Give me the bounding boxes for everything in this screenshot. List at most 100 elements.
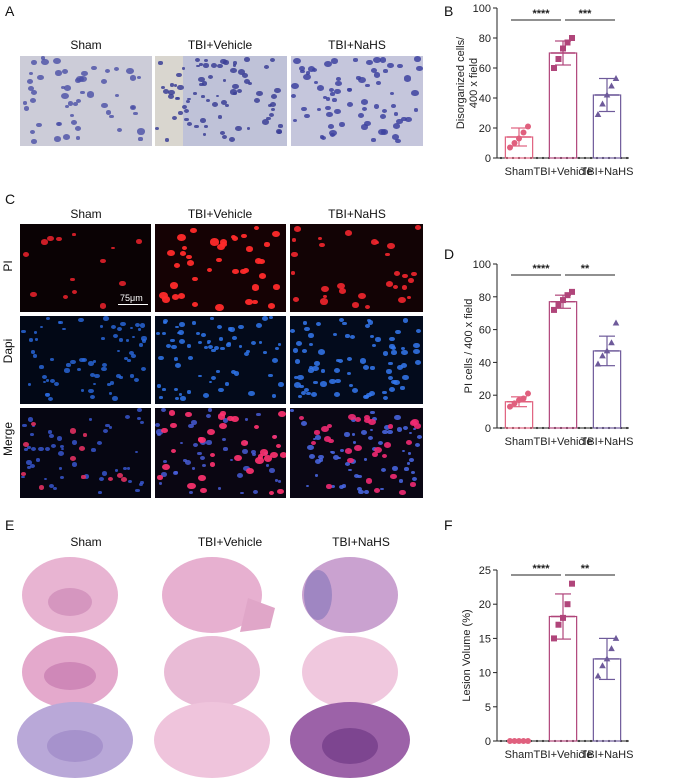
cell-dot xyxy=(326,484,332,489)
cell-dot xyxy=(292,348,299,353)
cell-dot xyxy=(387,242,395,249)
cell-dot xyxy=(40,239,48,245)
cell-dot xyxy=(113,67,119,72)
cell-dot xyxy=(105,423,110,427)
cell-dot xyxy=(290,409,294,413)
baseline-dot xyxy=(535,156,539,160)
cell-dot xyxy=(71,289,77,294)
cell-dot xyxy=(362,107,368,112)
cell-dot xyxy=(333,88,342,95)
cell-dot xyxy=(101,362,108,368)
cell-dot xyxy=(229,458,233,461)
cell-dot xyxy=(338,484,344,489)
cell-dot xyxy=(116,128,122,133)
cell-dot xyxy=(258,341,262,344)
brain-slice-vehicle-3 xyxy=(154,702,270,778)
data-point xyxy=(594,111,602,117)
cell-dot xyxy=(49,379,55,384)
data-point xyxy=(511,400,518,407)
cell-dot xyxy=(159,292,168,300)
cell-dot xyxy=(227,416,234,422)
panel-letter-f: F xyxy=(444,517,453,533)
cell-dot xyxy=(238,345,243,348)
cell-dot xyxy=(79,75,87,82)
cell-dot xyxy=(196,331,201,335)
cell-dot xyxy=(177,234,187,242)
cell-dot xyxy=(108,391,113,395)
baseline-dot xyxy=(583,739,587,743)
cell-dot xyxy=(210,375,217,381)
cell-dot xyxy=(401,362,408,368)
data-point xyxy=(520,129,527,136)
cell-dot xyxy=(410,482,416,487)
cell-dot xyxy=(138,343,143,347)
cell-dot xyxy=(233,371,239,376)
cell-dot xyxy=(136,239,142,244)
panel-letter-c: C xyxy=(5,191,16,207)
cell-dot xyxy=(126,466,131,470)
cell-dot xyxy=(20,471,26,476)
cell-dot xyxy=(177,329,184,335)
cell-dot xyxy=(331,451,336,455)
cell-dot xyxy=(40,56,46,60)
cell-dot xyxy=(319,381,327,387)
cell-dot xyxy=(91,448,96,452)
cell-dot xyxy=(405,116,413,123)
cell-dot xyxy=(134,322,141,328)
data-point xyxy=(516,397,522,404)
cell-dot xyxy=(123,466,128,470)
cell-dot xyxy=(338,288,346,295)
cell-dot xyxy=(136,408,142,412)
cell-dot xyxy=(270,101,277,107)
data-point xyxy=(551,306,557,313)
significance-label: ** xyxy=(581,563,590,575)
data-point xyxy=(564,39,571,46)
data-point xyxy=(603,347,611,354)
cell-dot xyxy=(315,459,322,465)
cell-dot xyxy=(98,491,102,495)
cell-dot xyxy=(308,333,314,338)
cell-dot xyxy=(196,64,200,68)
data-point xyxy=(520,395,527,402)
cell-dot xyxy=(125,338,130,342)
cell-dot xyxy=(156,429,163,435)
cell-dot xyxy=(161,85,166,89)
baseline-dot xyxy=(577,426,581,430)
cell-dot xyxy=(207,344,214,349)
cell-dot xyxy=(103,428,109,433)
cell-dot xyxy=(82,358,88,363)
y-tick-label: 100 xyxy=(473,259,491,271)
cell-dot xyxy=(258,273,267,280)
cell-dot xyxy=(64,368,70,373)
baseline-dot xyxy=(583,156,587,160)
cell-dot xyxy=(314,360,321,366)
cell-dot xyxy=(21,329,26,334)
cell-dot xyxy=(232,336,237,340)
cell-dot xyxy=(389,344,395,349)
baseline-dot xyxy=(577,156,581,160)
cell-dot xyxy=(207,428,216,435)
cell-dot xyxy=(31,424,36,428)
cell-dot xyxy=(246,468,254,475)
cell-dot xyxy=(414,108,419,112)
cell-dot xyxy=(157,384,162,388)
cell-dot xyxy=(227,326,233,331)
data-point xyxy=(560,297,566,304)
cell-dot xyxy=(107,382,111,386)
data-point xyxy=(599,352,606,359)
baseline-dot xyxy=(589,739,593,743)
cell-dot xyxy=(210,238,220,246)
cell-dot xyxy=(387,429,393,434)
cell-dot xyxy=(353,441,357,444)
cell-dot xyxy=(272,284,280,290)
cell-dot xyxy=(137,328,142,332)
panel-c-label-vehicle: TBI+Vehicle xyxy=(187,207,253,221)
cell-dot xyxy=(316,108,321,112)
cell-dot xyxy=(163,460,167,464)
cell-dot xyxy=(200,487,207,493)
cell-dot xyxy=(111,324,117,329)
cell-dot xyxy=(169,282,179,290)
cell-dot xyxy=(194,57,200,62)
cell-dot xyxy=(271,434,277,439)
cell-dot xyxy=(183,108,189,113)
